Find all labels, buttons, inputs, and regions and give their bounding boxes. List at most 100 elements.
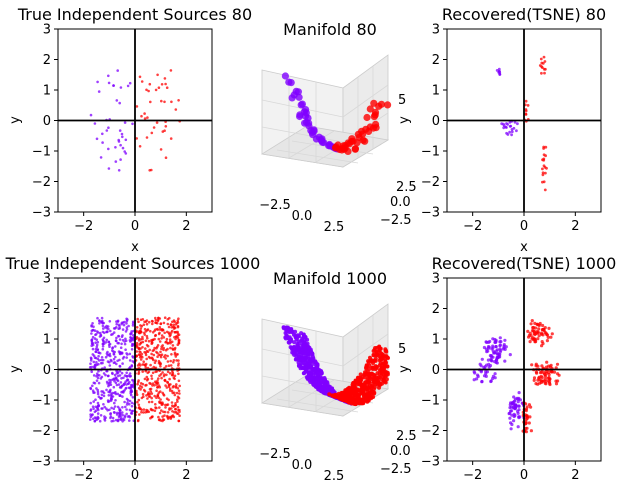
- data-point: [172, 359, 176, 362]
- data-point: [121, 395, 124, 398]
- data-point: [177, 359, 180, 362]
- data-point: [177, 338, 181, 342]
- data-point: [287, 340, 292, 345]
- data-point: [102, 327, 105, 330]
- data-point: [171, 391, 174, 395]
- data-point: [363, 113, 371, 122]
- data-point: [515, 129, 518, 133]
- y-axis-label: y: [397, 365, 412, 373]
- data-point: [385, 364, 390, 369]
- data-point: [121, 321, 125, 324]
- data-point: [138, 413, 141, 416]
- data-point: [104, 341, 108, 344]
- data-point: [540, 376, 544, 380]
- data-point: [516, 122, 519, 126]
- data-point: [160, 99, 163, 103]
- data-point: [170, 331, 173, 334]
- data-point: [105, 324, 108, 328]
- data-point: [314, 369, 319, 374]
- data-point: [513, 413, 517, 418]
- data-point: [108, 378, 111, 382]
- data-point: [499, 340, 503, 344]
- data-point: [136, 317, 139, 321]
- data-point: [125, 319, 129, 323]
- data-point: [329, 388, 334, 393]
- data-point: [173, 335, 176, 339]
- data-point: [122, 376, 125, 380]
- data-point: [117, 350, 121, 353]
- panel-recovered-tsne-80: Recovered(TSNE) 80 −2 0 2 −3 −2 −1 0 1 2 3 x y: [397, 5, 606, 255]
- data-point: [94, 333, 98, 336]
- data-point: [550, 332, 554, 336]
- data-point: [112, 407, 116, 411]
- data-point: [157, 415, 160, 419]
- data-point: [155, 121, 159, 124]
- scatter-points: [58, 29, 212, 212]
- data-point: [176, 334, 179, 338]
- data-point: [495, 361, 499, 365]
- data-point: [135, 350, 138, 353]
- grid-line: [342, 333, 389, 367]
- data-point: [173, 331, 177, 334]
- data-point: [524, 407, 529, 411]
- data-point: [153, 329, 156, 333]
- data-point: [292, 340, 297, 345]
- data-point: [120, 371, 124, 375]
- data-point: [549, 335, 553, 339]
- data-point: [306, 354, 310, 358]
- data-point: [96, 316, 99, 320]
- y-tick-label: 2: [432, 302, 440, 317]
- data-point: [99, 156, 103, 159]
- data-point: [491, 376, 495, 381]
- data-point: [497, 70, 501, 73]
- data-point: [112, 419, 115, 423]
- data-point: [119, 352, 122, 356]
- data-point: [115, 413, 119, 416]
- data-point: [141, 337, 144, 341]
- data-point: [176, 400, 179, 403]
- data-point: [472, 378, 476, 382]
- data-point: [379, 371, 384, 376]
- data-point: [165, 386, 169, 389]
- data-point: [149, 100, 152, 104]
- data-point: [117, 412, 121, 415]
- data-point: [358, 380, 363, 384]
- data-point: [94, 350, 98, 354]
- data-point: [145, 88, 148, 92]
- data-point: [543, 375, 548, 379]
- data-point: [171, 410, 174, 413]
- data-point: [126, 415, 130, 418]
- data-point: [541, 173, 545, 177]
- data-point: [114, 345, 117, 348]
- data-point: [369, 396, 374, 401]
- panel-title: Recovered(TSNE) 80: [442, 5, 606, 24]
- data-point: [351, 391, 356, 396]
- data-point: [155, 389, 158, 393]
- data-point: [96, 340, 100, 344]
- data-point: [113, 373, 117, 377]
- data-point: [154, 406, 157, 409]
- data-point: [361, 400, 366, 405]
- data-point: [98, 419, 102, 423]
- data-point: [530, 329, 535, 333]
- data-point: [529, 429, 534, 433]
- data-point: [153, 394, 156, 398]
- data-point: [99, 414, 103, 417]
- data-point: [138, 331, 142, 334]
- data-point: [105, 407, 108, 411]
- data-point: [146, 397, 149, 400]
- data-point: [131, 383, 134, 387]
- data-point: [517, 404, 521, 408]
- data-point: [479, 370, 483, 374]
- data-point: [112, 331, 116, 334]
- data-point: [91, 405, 95, 409]
- data-point: [140, 396, 144, 400]
- data-point: [147, 400, 151, 404]
- data-point: [502, 126, 506, 130]
- data-point: [166, 322, 170, 326]
- data-point: [92, 360, 96, 364]
- data-point: [130, 348, 134, 351]
- data-point: [542, 147, 545, 150]
- y-axis-label: y: [8, 365, 23, 373]
